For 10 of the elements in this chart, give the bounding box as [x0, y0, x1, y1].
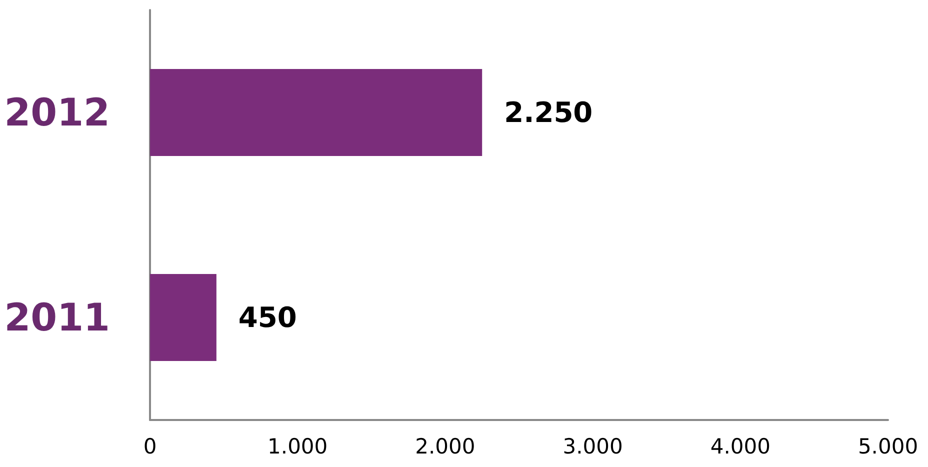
data-label: 2.250	[504, 96, 593, 129]
y-tick-label: 2011	[4, 296, 110, 340]
y-tick-label: 2012	[4, 90, 110, 134]
data-label: 450	[238, 301, 297, 334]
x-tick-label: 0	[143, 434, 157, 458]
x-tick-label: 4.000	[710, 434, 770, 458]
x-tick-label: 2.000	[415, 434, 476, 458]
x-tick-label: 3.000	[562, 434, 623, 458]
x-tick-label: 1.000	[268, 434, 328, 458]
x-tick-label: 5.000	[858, 434, 918, 458]
